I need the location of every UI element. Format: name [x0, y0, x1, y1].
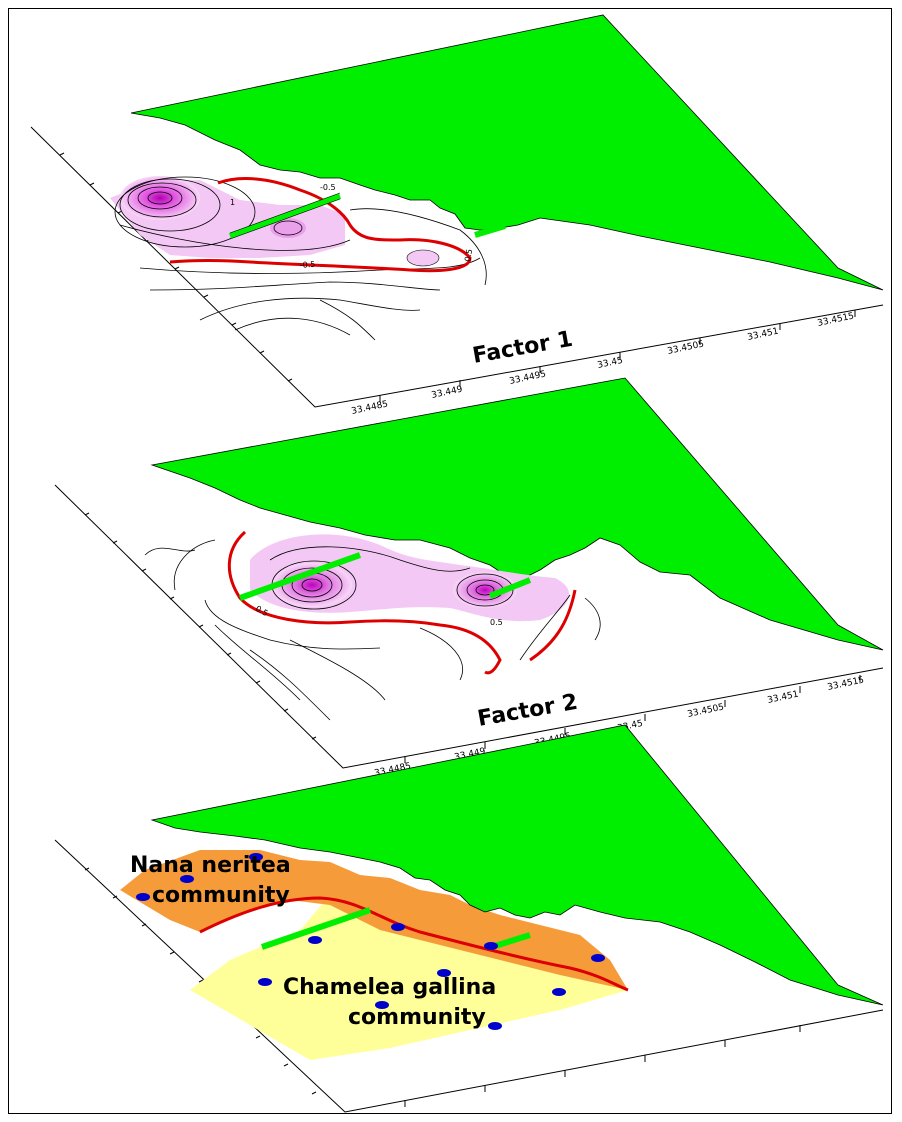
contour-label: 0.5: [490, 618, 503, 627]
tick-label: 33.451: [767, 690, 800, 706]
panel-1-peak-3: [407, 250, 439, 266]
contour-label: 1: [230, 198, 235, 207]
tick-label: 33.45: [597, 356, 624, 371]
station-point: [136, 893, 150, 901]
tick-label: 33.449: [431, 385, 464, 401]
tick-label: 33.4505: [687, 702, 725, 720]
station-point: [591, 954, 605, 962]
contour-label: 0.5: [463, 248, 474, 262]
station-point: [488, 1022, 502, 1030]
contour-label: 0.5: [254, 604, 270, 618]
nana-neritea-line-2: community: [152, 883, 290, 908]
chamelea-gallina-line-1: Chamelea gallina: [283, 975, 496, 1000]
tick-label: 33.4515: [827, 675, 865, 693]
panel-factor-1: -0.5 1 -0.5 0.5 33.4485 33.449 33.4495 3…: [31, 15, 883, 417]
tick-label: 33.4485: [351, 399, 389, 417]
tick-label: 33.4505: [667, 339, 705, 357]
factor-2-title: Factor 2: [476, 690, 580, 732]
panel-1-peak: [120, 176, 200, 220]
panel-factor-2: 0.5 0.5 33.4485 33.449 33.4495 33.45 33.…: [55, 378, 883, 779]
station-point: [391, 923, 405, 931]
station-point: [258, 978, 272, 986]
nana-neritea-line-1: Nana neritea: [130, 853, 291, 878]
station-point: [552, 988, 566, 996]
contour-label: -0.5: [299, 260, 315, 270]
tick-label: 33.4515: [817, 311, 855, 329]
contour-label: -0.5: [320, 183, 336, 192]
station-point: [484, 942, 498, 950]
panel-communities: Nana neritea community Chamelea gallina …: [55, 725, 883, 1112]
chamelea-gallina-line-2: community: [348, 1005, 486, 1030]
tick-label: 33.4495: [509, 369, 547, 387]
factor-1-title: Factor 1: [471, 327, 575, 369]
station-point: [308, 936, 322, 944]
